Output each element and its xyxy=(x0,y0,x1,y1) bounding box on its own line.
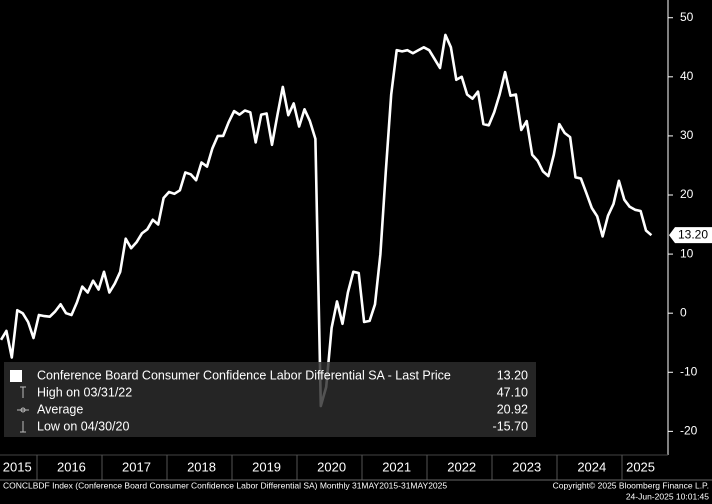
y-tick-label: 10 xyxy=(680,246,694,260)
legend-icon xyxy=(17,407,29,413)
x-tick-label: 2016 xyxy=(57,459,86,474)
y-tick-label: -20 xyxy=(680,424,698,438)
y-tick-label: 50 xyxy=(680,10,694,24)
legend-swatch xyxy=(10,370,22,382)
x-tick-label: 2024 xyxy=(577,459,606,474)
footer-date: 24-Jun-2025 10:01:45 xyxy=(626,491,709,501)
legend-value: 47.10 xyxy=(497,385,528,399)
legend-label: Conference Board Consumer Confidence Lab… xyxy=(37,368,451,382)
x-tick-label: 2020 xyxy=(317,459,346,474)
footer-right: Copyright© 2025 Bloomberg Finance L.P. xyxy=(553,480,709,490)
x-tick-label: 2025 xyxy=(626,459,655,474)
x-tick-label: 2022 xyxy=(447,459,476,474)
x-tick-label: 2019 xyxy=(252,459,281,474)
legend-label: Low on 04/30/20 xyxy=(37,419,129,433)
x-tick-label: 2023 xyxy=(512,459,541,474)
legend-value: -15.70 xyxy=(493,419,528,433)
last-price-box xyxy=(669,227,712,244)
y-tick-label: 0 xyxy=(680,305,687,319)
legend-label: Average xyxy=(37,402,83,416)
y-tick-label: -10 xyxy=(680,364,698,378)
x-tick-label: 2018 xyxy=(187,459,216,474)
x-tick-label: 2015 xyxy=(3,459,32,474)
legend-box xyxy=(4,362,536,437)
y-tick-label: 30 xyxy=(680,128,694,142)
legend-value: 13.20 xyxy=(497,368,528,382)
x-tick-label: 2017 xyxy=(122,459,151,474)
legend-label: High on 03/31/22 xyxy=(37,385,132,399)
last-price-label: 13.20 xyxy=(678,227,708,241)
legend-value: 20.92 xyxy=(497,402,528,416)
year-bar xyxy=(36,455,623,480)
x-tick-label: 2021 xyxy=(382,459,411,474)
legend: Conference Board Consumer Confidence Lab… xyxy=(4,362,536,437)
legend-icon xyxy=(20,386,26,398)
y-tick-label: 20 xyxy=(680,187,694,201)
y-tick-label: 40 xyxy=(680,69,694,83)
footer-left: CONCLBDF Index (Conference Board Consume… xyxy=(3,480,447,490)
legend-icon xyxy=(20,421,26,433)
